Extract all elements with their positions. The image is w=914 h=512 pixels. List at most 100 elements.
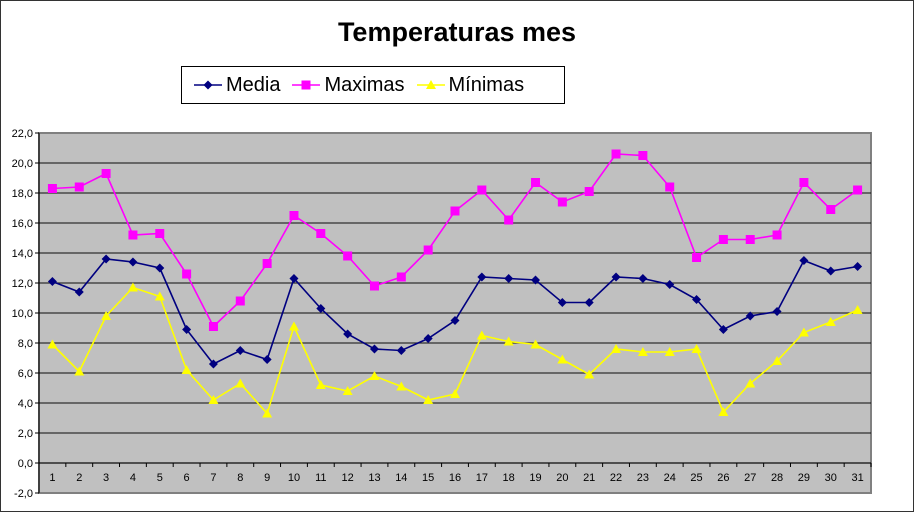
data-point-minimas	[611, 344, 622, 353]
data-point-media	[584, 298, 594, 307]
legend: Media Maximas Mínimas	[181, 66, 565, 104]
x-tick-label: 12	[342, 472, 354, 484]
data-point-maximas	[316, 229, 326, 238]
data-point-minimas	[664, 347, 675, 356]
data-point-maximas	[638, 151, 648, 160]
legend-label: Media	[226, 73, 281, 96]
x-tick-label: 3	[103, 472, 109, 484]
data-point-minimas	[369, 371, 380, 380]
y-tick-label: 12,0	[12, 278, 33, 290]
data-point-maximas	[450, 206, 460, 216]
data-point-maximas	[155, 229, 165, 238]
data-point-maximas	[208, 322, 218, 331]
data-point-maximas	[343, 251, 353, 261]
data-point-minimas	[557, 354, 568, 364]
x-tick-label: 31	[851, 472, 863, 484]
data-point-maximas	[101, 169, 111, 178]
x-tick-label: 4	[130, 472, 136, 484]
y-tick-label: 2,0	[18, 428, 33, 440]
data-point-minimas	[342, 386, 353, 395]
data-point-minimas	[852, 305, 863, 314]
x-tick-label: 5	[157, 472, 163, 484]
data-point-maximas	[772, 230, 782, 240]
x-tick-label: 26	[717, 472, 729, 484]
data-point-maximas	[718, 235, 728, 244]
data-point-media	[531, 275, 541, 285]
legend-triangle-icon	[416, 80, 445, 89]
data-point-media	[638, 274, 648, 283]
legend-square-icon	[292, 80, 321, 90]
data-point-maximas	[235, 296, 245, 306]
data-point-minimas	[315, 380, 326, 389]
data-point-maximas	[423, 245, 433, 255]
data-point-media	[343, 329, 353, 339]
data-point-maximas	[692, 253, 702, 262]
data-point-media	[477, 272, 487, 282]
data-point-minimas	[691, 344, 702, 353]
data-point-media	[853, 262, 863, 271]
data-point-minimas	[584, 369, 595, 379]
data-point-media	[718, 325, 728, 334]
data-point-media	[557, 298, 567, 307]
data-point-minimas	[825, 317, 836, 326]
data-point-minimas	[396, 381, 407, 391]
data-point-minimas	[154, 291, 165, 301]
x-tick-label: 6	[184, 472, 190, 484]
x-tick-label: 1	[49, 472, 55, 484]
data-point-media	[74, 287, 84, 297]
x-tick-label: 13	[368, 472, 380, 484]
data-point-media	[772, 307, 782, 316]
legend-marker	[425, 80, 436, 89]
legend-marker	[301, 80, 311, 90]
data-point-minimas	[745, 378, 756, 388]
data-point-media	[128, 257, 138, 267]
data-point-minimas	[181, 365, 192, 374]
x-tick-label: 25	[690, 472, 702, 484]
y-tick-label: 20,0	[12, 158, 33, 170]
y-tick-label: 14,0	[12, 248, 33, 260]
data-point-media	[611, 272, 621, 282]
x-tick-label: 2	[76, 472, 82, 484]
data-point-media	[450, 316, 460, 325]
data-point-maximas	[128, 230, 138, 240]
x-tick-label: 30	[825, 472, 837, 484]
x-tick-label: 24	[664, 472, 676, 484]
x-tick-label: 20	[556, 472, 568, 484]
data-point-maximas	[369, 281, 379, 291]
data-point-maximas	[799, 178, 809, 187]
data-point-minimas	[798, 327, 809, 337]
data-point-minimas	[127, 282, 138, 292]
data-point-maximas	[531, 178, 541, 187]
y-tick-label: 10,0	[12, 308, 33, 320]
x-tick-label: 18	[503, 472, 515, 484]
data-point-maximas	[826, 205, 836, 214]
data-point-media	[47, 277, 57, 286]
data-point-media	[396, 346, 406, 355]
x-tick-label: 21	[583, 472, 595, 484]
x-tick-label: 15	[422, 472, 434, 484]
x-tick-label: 19	[529, 472, 541, 484]
data-point-media	[235, 346, 245, 355]
x-tick-label: 9	[264, 472, 270, 484]
data-point-minimas	[476, 330, 487, 340]
data-point-maximas	[262, 259, 272, 268]
data-point-minimas	[235, 378, 246, 388]
x-tick-label: 14	[395, 472, 407, 484]
data-point-media	[262, 355, 272, 364]
y-tick-label: 6,0	[18, 368, 33, 380]
x-tick-label: 23	[637, 472, 649, 484]
data-point-media	[799, 256, 809, 265]
data-point-minimas	[288, 321, 299, 331]
data-point-media	[369, 344, 379, 354]
data-point-media	[155, 263, 165, 273]
x-tick-label: 29	[798, 472, 810, 484]
data-point-maximas	[584, 187, 594, 196]
x-tick-label: 22	[610, 472, 622, 484]
data-point-media	[665, 280, 675, 289]
data-point-maximas	[557, 197, 567, 207]
data-point-maximas	[745, 235, 755, 244]
y-tick-label: 4,0	[18, 398, 33, 410]
data-point-maximas	[477, 185, 487, 195]
legend-item-maximas: Maximas	[292, 74, 405, 97]
legend-label: Mínimas	[448, 73, 525, 96]
